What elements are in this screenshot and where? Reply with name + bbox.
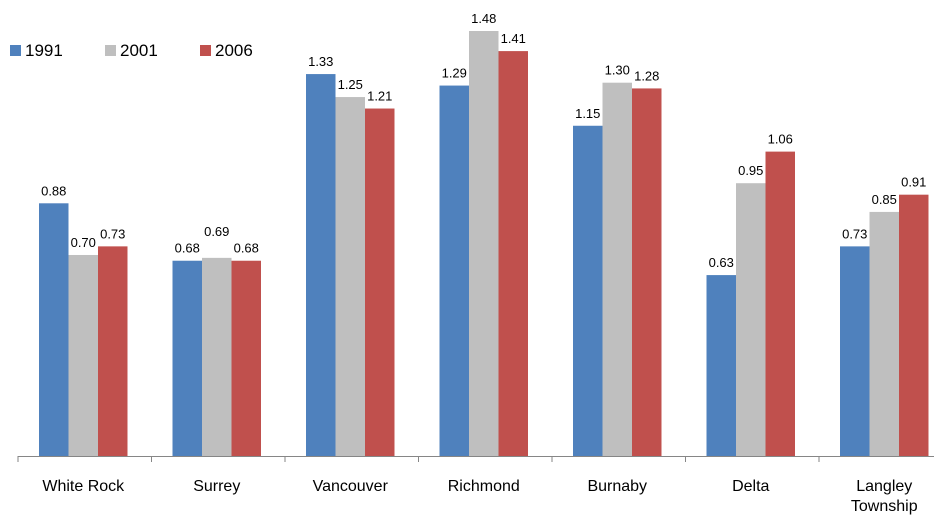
category-label-burnaby: Burnaby (587, 478, 647, 495)
value-label-delta-2006: 1.06 (768, 132, 793, 147)
value-label-surrey-1991: 0.68 (175, 241, 200, 256)
legend-label-2001: 2001 (120, 41, 158, 60)
value-label-white-rock-1991: 0.88 (41, 183, 66, 198)
bar-burnaby-1991 (573, 125, 603, 456)
value-label-richmond-2006: 1.41 (501, 31, 526, 46)
value-label-vancouver-2001: 1.25 (338, 77, 363, 92)
value-label-delta-1991: 0.63 (709, 255, 734, 270)
bar-white-rock-2001 (68, 254, 98, 456)
value-label-richmond-2001: 1.48 (471, 11, 496, 26)
value-label-vancouver-2006: 1.21 (367, 89, 392, 104)
bar-langley-township-2001 (869, 211, 899, 456)
value-label-richmond-1991: 1.29 (442, 66, 467, 81)
category-label-surrey: Surrey (193, 478, 240, 495)
value-label-delta-2001: 0.95 (738, 163, 763, 178)
bar-burnaby-2001 (602, 82, 632, 456)
category-labels-layer: White Rock Surrey Vancouver Richmond Burnaby… (42, 478, 917, 515)
bar-delta-1991 (706, 275, 736, 456)
value-label-white-rock-2006: 0.73 (100, 226, 125, 241)
legend-swatch-2006 (200, 45, 211, 56)
bar-vancouver-2006 (365, 108, 395, 456)
value-label-vancouver-1991: 1.33 (308, 54, 333, 69)
bar-white-rock-1991 (39, 203, 69, 456)
legend-swatch-2001 (105, 45, 116, 56)
bar-vancouver-1991 (306, 74, 336, 456)
value-label-burnaby-1991: 1.15 (575, 106, 600, 121)
bar-surrey-1991 (172, 260, 202, 456)
bar-langley-township-1991 (840, 246, 870, 456)
bar-langley-township-2006 (899, 194, 929, 456)
category-label-richmond: Richmond (448, 478, 520, 495)
bar-richmond-2001 (469, 31, 499, 456)
legend-swatch-1991 (10, 45, 21, 56)
bar-surrey-2001 (202, 257, 232, 456)
value-label-langley-township-2001: 0.85 (872, 192, 897, 207)
value-label-langley-township-2006: 0.91 (901, 175, 926, 190)
bar-delta-2001 (736, 183, 766, 456)
value-label-langley-township-1991: 0.73 (842, 226, 867, 241)
category-label-delta: Delta (732, 478, 769, 495)
bar-delta-2006 (765, 151, 795, 457)
category-label-langley-township: Langley Township (851, 478, 918, 515)
x-axis (17, 456, 934, 462)
legend-label-2006: 2006 (215, 41, 253, 60)
category-label-vancouver: Vancouver (313, 478, 389, 495)
bar-richmond-1991 (439, 85, 469, 456)
bars-layer (39, 31, 929, 457)
bar-burnaby-2006 (632, 88, 662, 457)
bar-white-rock-2006 (98, 246, 128, 456)
value-label-burnaby-2001: 1.30 (605, 63, 630, 78)
bar-surrey-2006 (231, 260, 261, 456)
value-label-surrey-2006: 0.68 (234, 241, 259, 256)
legend: 1991 2001 2006 (10, 41, 253, 60)
bar-vancouver-2001 (335, 97, 365, 457)
value-label-burnaby-2006: 1.28 (634, 68, 659, 83)
legend-label-1991: 1991 (25, 41, 63, 60)
value-label-white-rock-2001: 0.70 (71, 235, 96, 250)
value-labels-layer: 0.88 0.70 0.73 0.68 0.69 0.68 1.33 1.25 1.21 1.29… (41, 11, 926, 270)
value-label-surrey-2001: 0.69 (204, 224, 229, 239)
category-label-white-rock: White Rock (42, 478, 125, 495)
bar-richmond-2006 (498, 51, 528, 456)
